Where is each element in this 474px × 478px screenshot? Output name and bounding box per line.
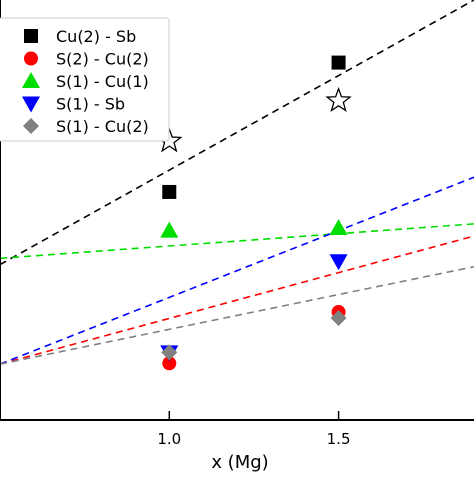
fit-line-5	[0, 265, 474, 365]
data-point-s3-2	[329, 219, 348, 236]
data-point-s1-2	[331, 55, 346, 70]
legend-label-3: S(1) - Cu(1)	[56, 72, 149, 91]
legend-marker-1	[24, 29, 38, 43]
fit-line-2	[0, 235, 474, 365]
data-markers	[156, 55, 352, 371]
legend-marker-2	[24, 51, 38, 66]
x-axis-label: x (Mg)	[211, 452, 268, 473]
legend-label-2: S(2) - Cu(2)	[56, 50, 149, 69]
legend-box	[0, 17, 170, 142]
legend-label-4: S(1) - Sb	[56, 95, 125, 114]
legend: Cu(2) - Sb S(2) - Cu(2) S(1) - Cu(1) S(1) -…	[0, 17, 170, 142]
x-ticks: 1.0 1.5	[157, 411, 351, 448]
data-point-s5-1	[161, 344, 178, 361]
data-point-s1-1	[162, 184, 177, 199]
fit-line-4	[0, 176, 474, 365]
data-point-s3-1	[160, 221, 179, 238]
star-marker-2	[325, 86, 352, 113]
data-point-s2-1	[162, 356, 177, 371]
fit-line-1	[0, 0, 474, 266]
x-tick-label-1: 1.0	[157, 430, 181, 448]
legend-marker-5	[23, 118, 39, 134]
legend-marker-3	[22, 72, 40, 88]
data-point-s5-2	[330, 309, 347, 326]
x-tick-label-2: 1.5	[327, 430, 351, 448]
fit-line-3	[0, 223, 474, 260]
legend-label-5: S(1) - Cu(2)	[56, 117, 149, 136]
fit-lines	[0, 0, 474, 365]
legend-label-1: Cu(2) - Sb	[56, 27, 136, 46]
legend-marker-4	[22, 96, 40, 113]
data-point-s4-2	[329, 254, 348, 271]
